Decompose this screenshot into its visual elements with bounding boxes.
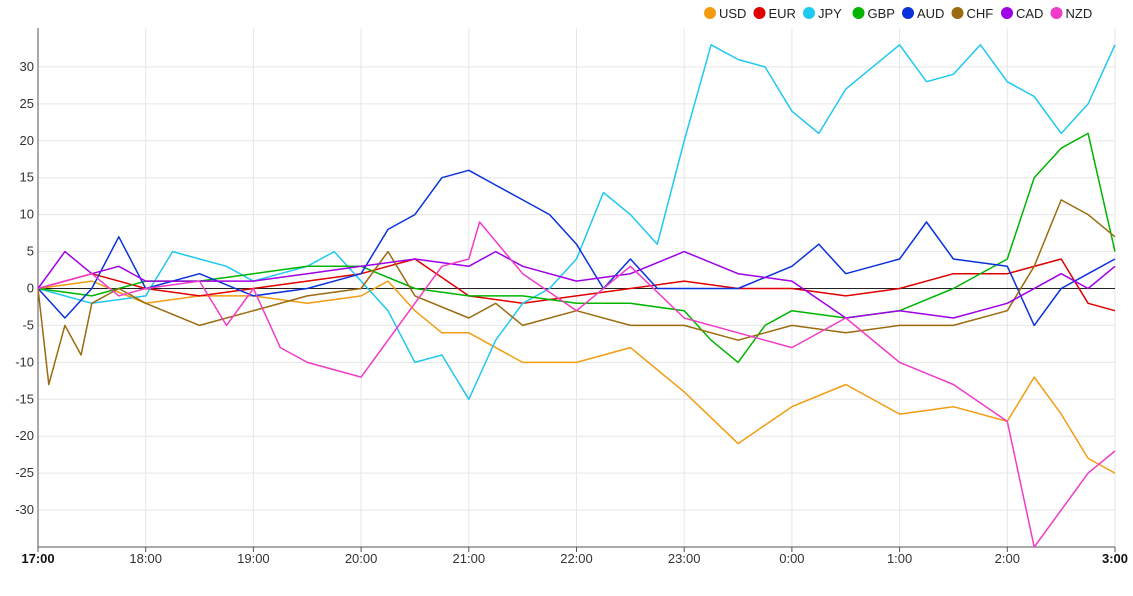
legend-swatch (1001, 7, 1013, 19)
legend-item-usd[interactable]: USD (704, 6, 746, 21)
x-tick-label: 22:00 (560, 551, 593, 566)
legend-swatch (1050, 7, 1063, 19)
legend-label: EUR (769, 6, 796, 21)
y-tick-label: -15 (15, 391, 34, 406)
y-tick-label: 30 (20, 59, 34, 74)
x-tick-label: 2:00 (995, 551, 1020, 566)
legend-item-gbp[interactable]: GBP (852, 6, 895, 21)
series-line-chf (37, 199, 1116, 386)
legend-label: JPY (818, 6, 842, 21)
series-line-gbp (37, 132, 1116, 364)
y-tick-label: 20 (20, 133, 34, 148)
x-tick-label: 3:00 (1102, 551, 1128, 566)
legend-item-aud[interactable]: AUD (902, 6, 944, 21)
legend-item-eur[interactable]: EUR (753, 6, 796, 21)
series-line-cad (37, 250, 1116, 319)
grid-lines (37, 28, 1116, 547)
y-tick-label: 0 (27, 281, 34, 296)
legend-swatch (902, 7, 914, 19)
legend-swatch (803, 7, 815, 19)
legend-swatch (852, 7, 865, 19)
legend-swatch (704, 7, 716, 19)
series-line-nzd (37, 221, 1116, 548)
legend-item-chf[interactable]: CHF (951, 6, 994, 21)
legend-swatch (753, 7, 766, 19)
legend-label: GBP (868, 6, 895, 21)
legend-label: AUD (917, 6, 944, 21)
legend-item-jpy[interactable]: JPY (803, 6, 842, 21)
x-tick-label: 17:00 (21, 551, 54, 566)
y-tick-label: 15 (20, 170, 34, 185)
y-axis-ticks: 30 25 20 15 10 5 0 -5 -10 -15 -20 -25 -30 (15, 59, 34, 517)
legend-item-cad[interactable]: CAD (1001, 6, 1043, 21)
x-tick-label: 20:00 (345, 551, 378, 566)
x-tick-label: 19:00 (237, 551, 270, 566)
legend-label: CHF (967, 6, 994, 21)
legend-swatch (951, 7, 964, 19)
y-tick-label: 5 (27, 244, 34, 259)
x-tick-label: 18:00 (129, 551, 162, 566)
x-axis-ticks: 17:00 18:00 19:00 20:00 21:00 22:00 23:00 0:00 1… (21, 551, 1128, 566)
legend-label: CAD (1016, 6, 1043, 21)
y-tick-label: -25 (15, 465, 34, 480)
series-line-jpy (37, 44, 1116, 401)
legend-label: USD (719, 6, 746, 21)
y-tick-label: -10 (15, 354, 34, 369)
y-tick-label: 10 (20, 207, 34, 222)
y-tick-label: 25 (20, 96, 34, 111)
y-tick-label: -5 (22, 317, 34, 332)
y-tick-label: -20 (15, 428, 34, 443)
legend-item-nzd[interactable]: NZD (1050, 6, 1093, 21)
x-tick-label: 23:00 (668, 551, 701, 566)
series-lines (37, 44, 1116, 548)
y-tick-label: -30 (15, 502, 34, 517)
legend[interactable]: USD EUR JPY GBP AUD CHF CAD NZD (704, 6, 1092, 21)
x-tick-label: 21:00 (453, 551, 486, 566)
x-tick-label: 0:00 (779, 551, 804, 566)
x-tick-label: 1:00 (887, 551, 912, 566)
legend-label: NZD (1066, 6, 1093, 21)
